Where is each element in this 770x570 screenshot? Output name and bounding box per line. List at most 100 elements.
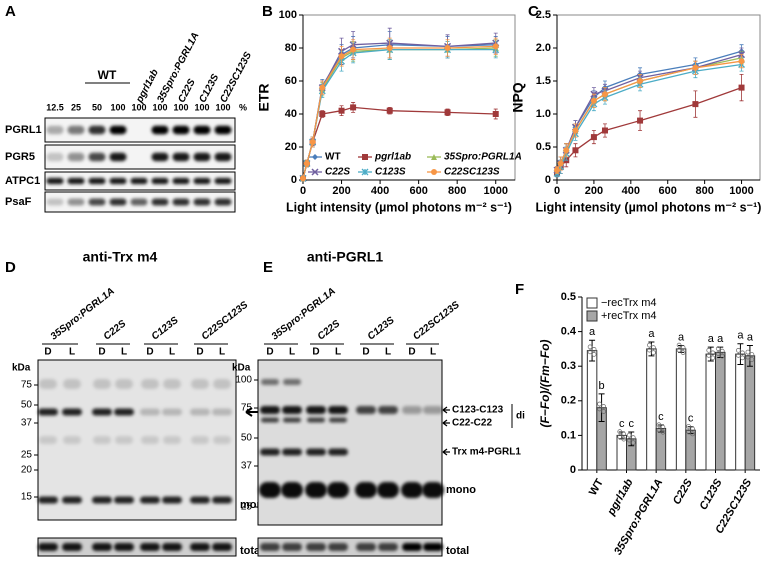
kda-marker: 15: [21, 492, 33, 503]
panel-letter: E: [263, 259, 273, 276]
legend-label: pgrl1ab: [374, 152, 411, 163]
blot-band: [282, 406, 302, 414]
x-tick-label: 600: [409, 185, 427, 197]
marker: [319, 111, 326, 117]
blot-band: [283, 379, 301, 385]
data-point: [660, 424, 666, 430]
x-tick-label: WT: [587, 477, 606, 498]
y-tick-label: 0.1: [561, 429, 576, 441]
series-line: [556, 63, 742, 174]
marker: [563, 147, 570, 154]
data-point: [656, 422, 662, 428]
data-point: [749, 357, 755, 362]
blot-band: [282, 448, 302, 456]
data-point: [719, 353, 725, 359]
lane-label: D: [362, 347, 369, 358]
data-point: [601, 409, 606, 414]
kda-marker: 50: [21, 400, 33, 411]
blot-band: [93, 379, 111, 389]
blot-band: [109, 152, 127, 162]
blot-band: [423, 406, 443, 414]
lane-label: L: [169, 347, 175, 358]
significance-letter: c: [688, 413, 694, 425]
blot-band: [401, 482, 423, 498]
marker: [601, 127, 608, 134]
legend-marker: [431, 154, 437, 160]
panel-letter: A: [5, 3, 16, 20]
data-point: [736, 352, 741, 358]
marker: [637, 78, 644, 84]
y-tick-label: 0.5: [561, 291, 576, 303]
data-point: [745, 354, 751, 360]
blot-band: [193, 177, 211, 185]
loading-label: 100: [152, 102, 167, 112]
blot-band: [212, 543, 232, 551]
blot-band: [212, 496, 232, 504]
marker: [492, 111, 499, 117]
bar: [744, 355, 756, 471]
loading-label: 50: [92, 102, 102, 112]
bar: [586, 350, 598, 471]
blot-band: [260, 448, 280, 456]
blot-band: [141, 379, 159, 389]
line-label: C123S: [366, 315, 397, 343]
kda-marker: 50: [241, 433, 253, 444]
x-tick-label: 200: [332, 185, 350, 197]
blot-band: [162, 496, 182, 504]
marker: [386, 45, 393, 51]
x-tick-label: 1000: [483, 185, 507, 197]
data-point: [587, 349, 593, 355]
legend-label: 35Spro:PGRL1A: [444, 152, 522, 163]
bar: [646, 348, 657, 471]
blot-band: [141, 436, 159, 444]
lane-label: L: [121, 347, 127, 358]
y-axis-label: (F−Fo)/(Fm−Fo): [538, 340, 552, 428]
band-label: Trx m4-PGRL1: [452, 447, 521, 458]
lane-label: D: [146, 347, 153, 358]
y-tick-label: 0: [291, 174, 297, 186]
kda-marker: 25: [241, 502, 253, 513]
data-point: [651, 345, 656, 350]
data-point: [686, 429, 691, 434]
row-label: PsaF: [5, 196, 32, 208]
significance-letter: b: [599, 380, 605, 392]
legend-marker: [362, 154, 368, 160]
blot-band: [62, 543, 82, 551]
bar: [735, 353, 746, 471]
data-point: [740, 350, 745, 356]
data-point: [710, 355, 716, 361]
data-point: [676, 342, 682, 348]
data-point: [676, 347, 682, 353]
blot-band: [114, 543, 134, 551]
band-label: total: [446, 545, 469, 557]
blot-band: [140, 408, 160, 416]
line-label: C123S: [150, 315, 181, 343]
marker: [303, 160, 310, 167]
marker: [637, 117, 644, 124]
loading-label: 100: [215, 102, 230, 112]
significance-letter: a: [678, 331, 685, 343]
marker: [738, 58, 745, 65]
blot-band: [67, 198, 85, 206]
marker: [444, 109, 451, 116]
blot-band: [39, 379, 57, 389]
data-point: [651, 350, 656, 355]
data-point: [740, 355, 745, 361]
blot-band: [39, 436, 57, 444]
blot-band: [115, 436, 133, 444]
data-point: [617, 434, 623, 439]
legend-marker: [361, 168, 369, 176]
kda-label: kDa: [232, 363, 251, 374]
blot-band: [88, 152, 106, 162]
data-point: [597, 406, 602, 412]
data-point: [587, 344, 593, 350]
data-point: [749, 352, 755, 357]
blot-band: [140, 496, 160, 504]
blot-band: [259, 482, 281, 498]
data-point: [601, 404, 606, 409]
y-tick-label: 1.0: [536, 108, 551, 120]
marker: [692, 101, 699, 108]
data-point: [715, 346, 721, 351]
line-label: C22SC123S: [411, 299, 462, 342]
y-tick-label: 2.0: [536, 42, 551, 54]
